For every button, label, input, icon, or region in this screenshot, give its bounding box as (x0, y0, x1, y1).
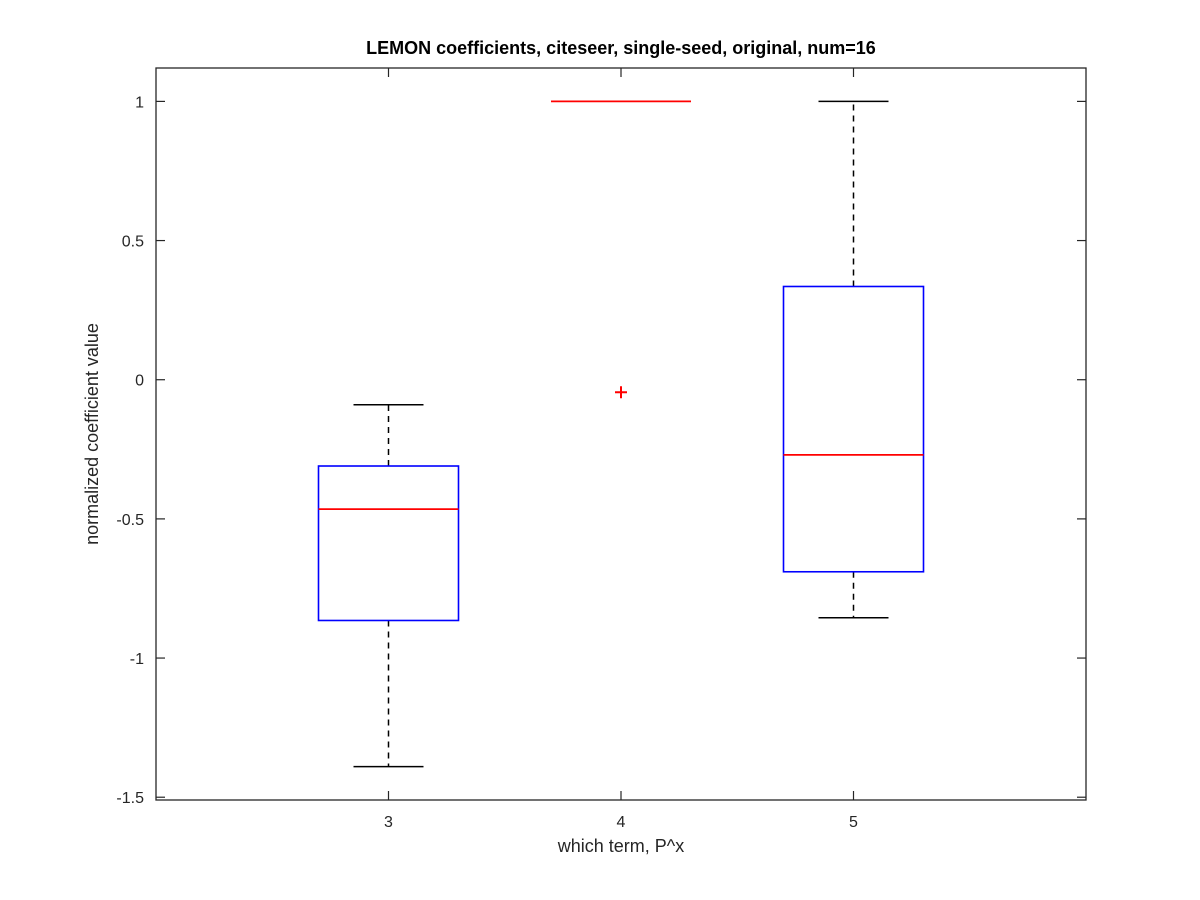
x-tick-label: 5 (849, 814, 858, 831)
y-tick-label: -1.5 (116, 790, 144, 807)
x-tick-label: 4 (617, 814, 626, 831)
y-tick-label: 1 (135, 94, 144, 111)
y-tick-label: 0 (135, 373, 144, 390)
x-axis-label: which term, P^x (557, 836, 684, 856)
y-tick-label: 0.5 (122, 234, 144, 251)
y-axis-label: normalized coefficient value (82, 323, 102, 545)
boxes (317, 100, 925, 768)
y-tick-label: -0.5 (116, 512, 144, 529)
y-tick-label: -1 (130, 651, 144, 668)
outlier-marker (615, 386, 627, 399)
box-group (317, 404, 460, 768)
box-iqr (317, 465, 460, 622)
x-axis: 3 4 5 (384, 68, 858, 831)
box-group (551, 100, 691, 399)
box-group (782, 100, 925, 619)
box-iqr (782, 285, 925, 573)
y-axis: -1.5 -1 -0.5 0 0.5 1 (116, 94, 1086, 807)
chart-title: LEMON coefficients, citeseer, single-see… (366, 38, 876, 58)
x-tick-label: 3 (384, 814, 393, 831)
plot-area (155, 67, 1087, 801)
